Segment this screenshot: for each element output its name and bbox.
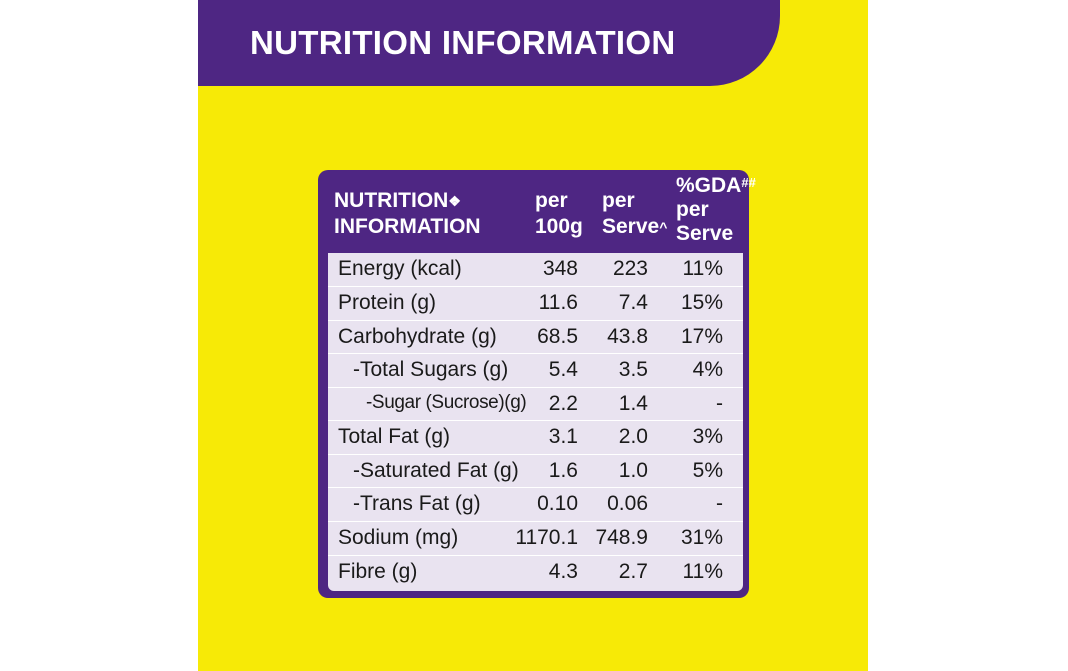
header-per-100g-line1: per xyxy=(535,189,568,212)
table-row: Total Fat (g) 3.1 2.0 3% xyxy=(328,420,743,453)
row-per-100g: 348 xyxy=(542,257,578,280)
table-row: Carbohydrate (g) 68.5 43.8 17% xyxy=(328,320,743,353)
header-gda-line2: per xyxy=(676,198,709,221)
row-per-serve: 7.4 xyxy=(618,291,648,314)
row-per-100g: 68.5 xyxy=(537,325,578,348)
row-per-100g: 1170.1 xyxy=(515,526,578,549)
table-row: Protein (g) 11.6 7.4 15% xyxy=(328,286,743,319)
row-per-serve: 3.5 xyxy=(618,358,648,381)
row-per-serve: 748.9 xyxy=(595,526,648,549)
header-per-serve: per Serve^ xyxy=(602,188,667,240)
row-gda: 4% xyxy=(692,358,723,381)
header-nutrition: NUTRITION❖ INFORMATION xyxy=(334,188,481,240)
header-gda-line1: %GDA xyxy=(676,174,742,197)
header-per-100g: per 100g xyxy=(535,188,583,240)
table-row: Sodium (mg) 1170.1 748.9 31% xyxy=(328,521,743,554)
banner-title: NUTRITION INFORMATION xyxy=(250,24,676,61)
diamond-icon: ❖ xyxy=(448,193,461,209)
row-gda: 31% xyxy=(680,526,723,549)
row-per-serve: 1.4 xyxy=(618,392,648,415)
hash-mark: ## xyxy=(741,175,756,190)
header-nutrition-line2: INFORMATION xyxy=(334,215,481,238)
header-nutrition-line1: NUTRITION xyxy=(334,189,449,212)
header-per-100g-line2: 100g xyxy=(535,215,583,238)
row-name: Protein (g) xyxy=(338,291,437,314)
row-per-serve: 1.0 xyxy=(618,459,648,482)
caret-mark: ^ xyxy=(659,219,668,235)
table-row: -Trans Fat (g) 0.10 0.06 - xyxy=(328,487,743,520)
row-per-100g: 3.1 xyxy=(548,425,578,448)
row-per-serve: 2.7 xyxy=(618,560,648,583)
row-name: Fibre (g) xyxy=(338,560,418,583)
row-gda: - xyxy=(716,392,723,415)
table-row: -Sugar (Sucrose)(g) 2.2 1.4 - xyxy=(328,387,743,420)
row-name: Energy (kcal) xyxy=(338,257,462,280)
row-gda: 15% xyxy=(680,291,723,314)
row-name: -Sugar (Sucrose)(g) xyxy=(366,392,527,413)
row-name: -Trans Fat (g) xyxy=(353,492,481,515)
row-gda: 11% xyxy=(682,560,723,583)
header-per-serve-line2: Serve xyxy=(602,215,660,238)
row-gda: 3% xyxy=(692,425,723,448)
title-banner: NUTRITION INFORMATION xyxy=(198,0,780,86)
row-per-serve: 2.0 xyxy=(618,425,648,448)
row-name: Carbohydrate (g) xyxy=(338,325,497,348)
header-per-serve-line1: per xyxy=(602,189,635,212)
row-per-100g: 0.10 xyxy=(537,492,578,515)
row-name: Sodium (mg) xyxy=(338,526,459,549)
table-row: -Saturated Fat (g) 1.6 1.0 5% xyxy=(328,454,743,487)
row-gda: 17% xyxy=(680,325,723,348)
row-per-serve: 0.06 xyxy=(607,492,648,515)
row-name: Total Fat (g) xyxy=(338,425,451,448)
row-per-100g: 2.2 xyxy=(548,392,578,415)
row-name: -Saturated Fat (g) xyxy=(353,459,519,482)
row-gda: 5% xyxy=(692,459,723,482)
row-per-100g: 5.4 xyxy=(548,358,578,381)
table-row: -Total Sugars (g) 5.4 3.5 4% xyxy=(328,353,743,386)
row-per-100g: 11.6 xyxy=(538,291,578,314)
row-gda: 11% xyxy=(682,257,723,280)
table-row: Energy (kcal) 348 223 11% xyxy=(328,253,743,286)
row-per-serve: 43.8 xyxy=(607,325,648,348)
table-row: Fibre (g) 4.3 2.7 11% xyxy=(328,555,743,588)
row-name: -Total Sugars (g) xyxy=(353,358,509,381)
nutrition-table xyxy=(328,253,743,591)
row-per-100g: 4.3 xyxy=(548,560,578,583)
row-gda: - xyxy=(716,492,723,515)
header-gda-line3: Serve xyxy=(676,222,734,245)
row-per-serve: 223 xyxy=(612,257,648,280)
header-gda: %GDA## per Serve xyxy=(676,174,756,246)
row-per-100g: 1.6 xyxy=(548,459,578,482)
